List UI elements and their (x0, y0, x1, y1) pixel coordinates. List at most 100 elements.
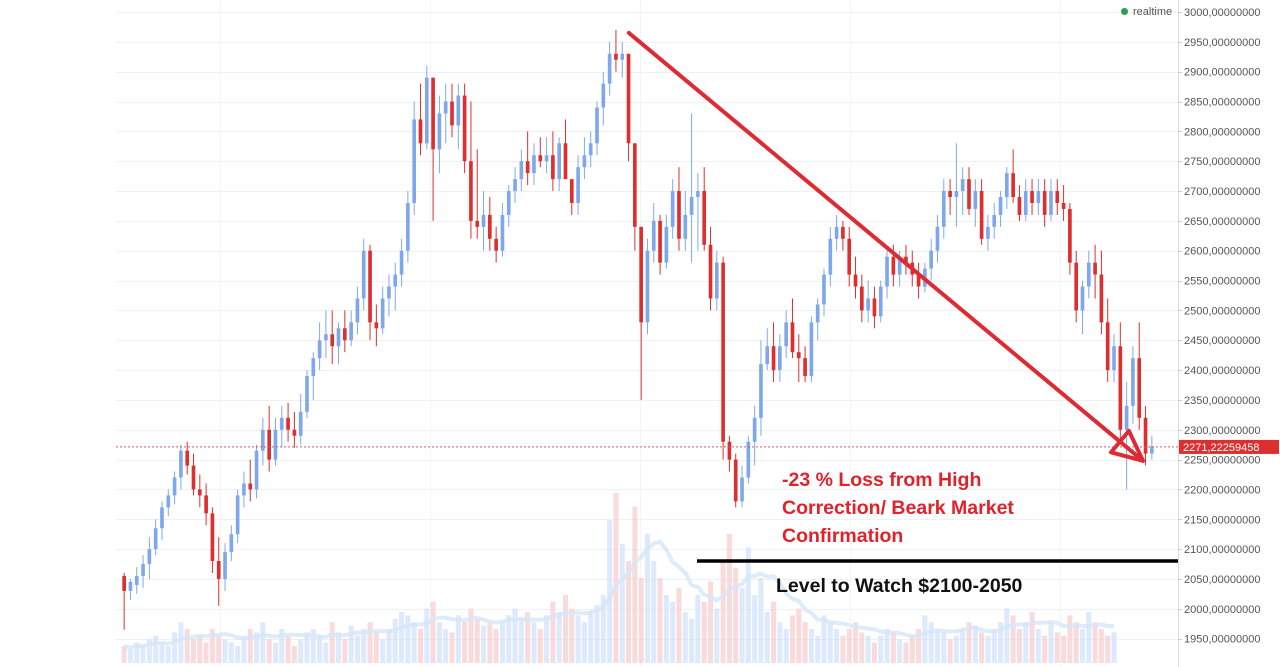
volume-bar (335, 632, 342, 663)
trend-arrowhead (1108, 428, 1145, 463)
candle-down (185, 441, 190, 475)
volume-bar (632, 506, 638, 663)
candle-up (166, 489, 171, 517)
candle-down (733, 453, 738, 508)
volume-bar (651, 561, 657, 663)
volume-bar (890, 632, 896, 663)
volume-bar (815, 635, 821, 663)
volume-bar (991, 629, 997, 663)
candle-body (513, 179, 517, 192)
candle-body (1143, 417, 1148, 454)
y-tick-label: 2600,00000000 (1184, 246, 1260, 258)
volume-bar (676, 588, 682, 663)
candle-body (954, 191, 959, 198)
candle-up (960, 167, 965, 215)
candle-body (986, 226, 990, 239)
candle-body (166, 495, 171, 508)
candle-up (153, 519, 158, 556)
candle-up (683, 191, 688, 251)
y-tick-label: 2500,00000000 (1184, 305, 1260, 317)
current-price-badge (1179, 439, 1279, 454)
volume-bar (966, 622, 972, 663)
candle-body (563, 143, 568, 180)
candle-down (1011, 149, 1015, 203)
candle-body (639, 226, 643, 323)
candle-up (128, 578, 133, 600)
volume-bar (481, 625, 487, 663)
candle-up (254, 444, 259, 499)
candle-down (210, 507, 215, 573)
candle-body (544, 155, 549, 162)
candle-body (399, 250, 404, 275)
candle-down (488, 197, 492, 251)
candle-down (708, 226, 713, 311)
candle-body (1093, 262, 1097, 275)
y-tick-label: 3000,00000000 (1184, 7, 1260, 19)
volume-bar (556, 612, 562, 663)
candle-up (223, 543, 227, 591)
candle-body (153, 528, 158, 550)
volume-bar (771, 601, 777, 663)
candle-body (588, 143, 593, 156)
candle-down (847, 226, 852, 287)
volume-bar (266, 639, 272, 663)
volume-bar (134, 642, 140, 663)
candle-down (771, 322, 776, 383)
volume-bar (417, 629, 424, 663)
volume-bar (998, 622, 1004, 663)
candle-body (1011, 173, 1015, 198)
candle-up (759, 340, 763, 436)
candle-up (752, 405, 757, 466)
volume-bar (600, 595, 606, 663)
candle-body (721, 262, 725, 442)
candle-body (437, 113, 442, 150)
volume-bar (1073, 622, 1079, 663)
volume-bar (941, 632, 947, 663)
volume-bar (424, 608, 430, 663)
candle-body (841, 226, 845, 239)
candle-body (714, 262, 719, 299)
volume-bar (897, 639, 903, 663)
candle-up (992, 202, 997, 239)
volume-bar (626, 561, 632, 663)
y-tick-label: 2400,00000000 (1184, 365, 1260, 377)
volume-bar (663, 595, 669, 663)
candle-body (658, 220, 662, 263)
candle-down (450, 83, 454, 138)
candle-body (286, 417, 290, 430)
loss-annotation: -23 % Loss from High Correction/ Beark M… (782, 466, 1082, 550)
candle-body (235, 495, 240, 535)
candle-body (1150, 446, 1154, 454)
candle-down (462, 83, 467, 174)
candle-up (746, 435, 751, 484)
candle-body (462, 95, 467, 162)
candle-body (929, 250, 934, 269)
volume-bar (367, 622, 373, 663)
volume-bar (1054, 632, 1060, 663)
candle-down (551, 131, 555, 192)
volume-bar (922, 615, 928, 663)
candle-body (216, 561, 221, 579)
candle-up (645, 238, 650, 335)
candle-body (551, 155, 555, 180)
candle-body (677, 191, 681, 239)
volume-bar (153, 635, 159, 663)
volume-bar (329, 622, 335, 663)
candle-up (305, 370, 309, 418)
candle-down (841, 220, 845, 251)
volume-bar (1086, 612, 1092, 663)
candle-up (664, 214, 669, 269)
candle-down (330, 310, 335, 365)
candle-up (866, 280, 870, 323)
candle-up (317, 322, 322, 371)
candle-body (519, 161, 524, 180)
candle-body (809, 322, 814, 377)
candle-body (651, 220, 656, 251)
volume-bar (834, 629, 840, 663)
volume-bar (260, 622, 266, 663)
candle-body (1061, 202, 1066, 209)
y-tick-label: 2150,00000000 (1184, 514, 1260, 526)
candle-up (311, 352, 316, 400)
volume-bar (695, 595, 701, 663)
candle-down (803, 346, 807, 383)
